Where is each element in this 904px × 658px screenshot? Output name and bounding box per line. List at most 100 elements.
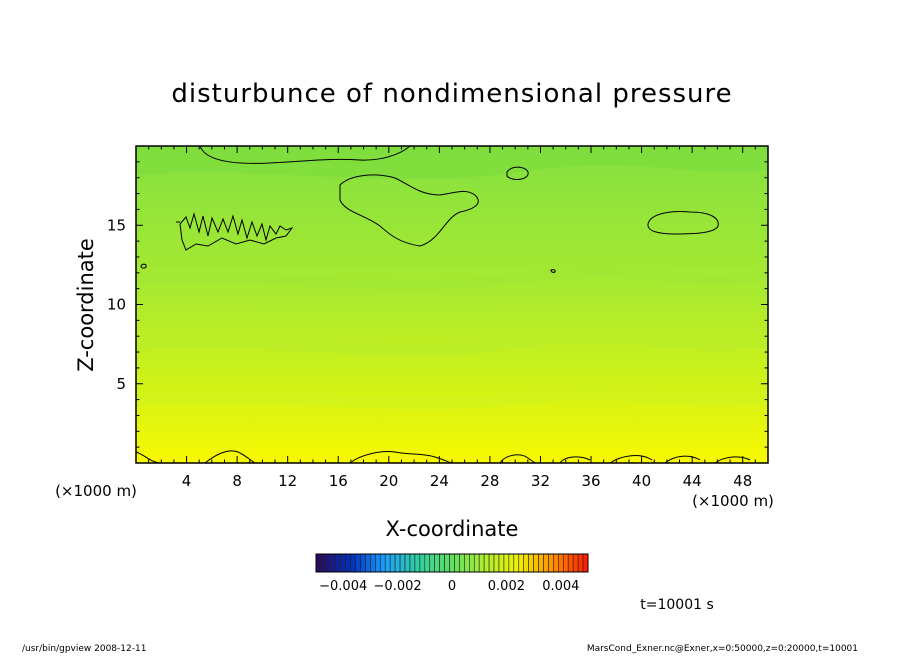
colorbar-segment <box>503 553 510 573</box>
colorbar-segment <box>558 553 564 573</box>
colorbar-segment <box>389 553 396 573</box>
colorbar-segment <box>567 553 574 573</box>
x-tick-label: 12 <box>278 472 297 490</box>
colorbar-segment <box>340 553 346 573</box>
colorbar-segment <box>533 553 539 573</box>
field-band <box>136 330 768 355</box>
colorbar-segment <box>365 553 371 573</box>
x-tick-label: 28 <box>480 472 499 490</box>
colorbar-segment <box>350 553 356 573</box>
colorbar-tick-label: −0.004 <box>319 579 367 594</box>
colorbar-frame <box>315 553 589 573</box>
field-band <box>136 146 768 179</box>
colorbar-segment <box>429 553 435 573</box>
time-label: t=10001 s <box>640 597 714 613</box>
colorbar-tick-label: −0.002 <box>374 579 422 594</box>
contour-line <box>204 450 256 463</box>
x-tick-label: 32 <box>531 472 550 490</box>
x-tick-label: 36 <box>581 472 600 490</box>
colorbar-labels: −0.004 −0.002 0 0.002 0.004 <box>319 579 579 594</box>
colorbar-segment <box>360 553 366 573</box>
colorbar-segment <box>315 553 322 573</box>
colorbar-segment <box>394 553 401 573</box>
contour-line <box>647 211 719 235</box>
colorbar-segment <box>325 553 332 573</box>
contour-line <box>199 146 411 164</box>
colorbar-segment <box>414 553 421 573</box>
x-tick-label: 40 <box>632 472 651 490</box>
colorbar-segment <box>454 553 460 573</box>
colorbar-segment <box>508 553 515 573</box>
colorbar-segment <box>345 553 351 573</box>
colorbar <box>315 553 589 573</box>
colorbar-segment <box>424 553 431 573</box>
plot-area <box>136 146 768 463</box>
x-tick-label: 8 <box>232 472 242 490</box>
x-axis-title: X-coordinate <box>386 517 519 541</box>
contour-line <box>609 455 653 463</box>
colorbar-segment <box>469 553 475 573</box>
contour-line <box>179 212 294 251</box>
contours <box>136 146 751 463</box>
colorbar-segment <box>464 553 470 573</box>
y-unit-label: (×1000 m) <box>55 482 137 500</box>
y-tick-label: 10 <box>107 296 126 314</box>
colorbar-segment <box>553 553 559 573</box>
contour-line <box>349 451 453 463</box>
colorbar-tick-label: 0 <box>448 579 456 594</box>
colorbar-segment <box>577 553 584 573</box>
colorbar-segment <box>409 553 416 573</box>
footer-left: /usr/bin/gpview 2008-12-11 <box>22 644 146 654</box>
colorbar-segment <box>483 553 490 573</box>
colorbar-segment <box>548 553 554 573</box>
colorbar-segment <box>459 553 465 573</box>
colorbar-segment <box>335 553 342 573</box>
pressure-field <box>136 146 768 463</box>
colorbar-segment <box>434 553 440 573</box>
field-band <box>136 267 768 290</box>
x-unit-label: (×1000 m) <box>692 492 774 510</box>
colorbar-segment <box>543 553 549 573</box>
colorbar-segment <box>518 553 525 573</box>
contour-line <box>664 455 701 463</box>
x-ticks: 4 8 12 16 20 24 28 32 36 40 44 48 <box>148 146 756 490</box>
colorbar-segment <box>355 553 361 573</box>
colorbar-tick-label: 0.002 <box>488 579 525 594</box>
colorbar-segment <box>488 553 495 573</box>
contour-line <box>140 263 147 269</box>
colorbar-segment <box>399 553 406 573</box>
colorbar-segment <box>582 553 589 573</box>
colorbar-segment <box>404 553 411 573</box>
colorbar-segment <box>384 553 391 573</box>
x-tick-label: 24 <box>430 472 449 490</box>
colorbar-segment <box>439 553 445 573</box>
colorbar-segment <box>572 553 579 573</box>
colorbar-segment <box>473 553 480 573</box>
y-axis-title: Z-coordinate <box>74 238 98 372</box>
y-tick-label: 5 <box>116 375 126 393</box>
contour-line <box>339 174 479 247</box>
colorbar-segment <box>523 553 529 573</box>
colorbar-segment <box>513 553 520 573</box>
contour-line <box>550 269 556 273</box>
colorbar-segment <box>419 553 426 573</box>
colorbar-segment <box>493 553 500 573</box>
y-tick-label: 15 <box>107 216 126 234</box>
x-tick-label: 16 <box>329 472 348 490</box>
colorbar-segment <box>444 553 450 573</box>
colorbar-segment <box>375 553 381 573</box>
x-tick-label: 4 <box>182 472 192 490</box>
field-band <box>136 387 768 409</box>
colorbar-segment <box>498 553 505 573</box>
colorbar-segment <box>538 553 544 573</box>
contour-line <box>559 456 591 463</box>
colorbar-segment <box>330 553 337 573</box>
colorbar-segment <box>449 553 455 573</box>
x-tick-label: 44 <box>683 472 702 490</box>
colorbar-segment <box>379 553 386 573</box>
y-ticks: 5 10 15 <box>107 161 768 448</box>
colorbar-tick-label: 0.004 <box>542 579 579 594</box>
x-tick-label: 20 <box>379 472 398 490</box>
colorbar-segment <box>528 553 534 573</box>
